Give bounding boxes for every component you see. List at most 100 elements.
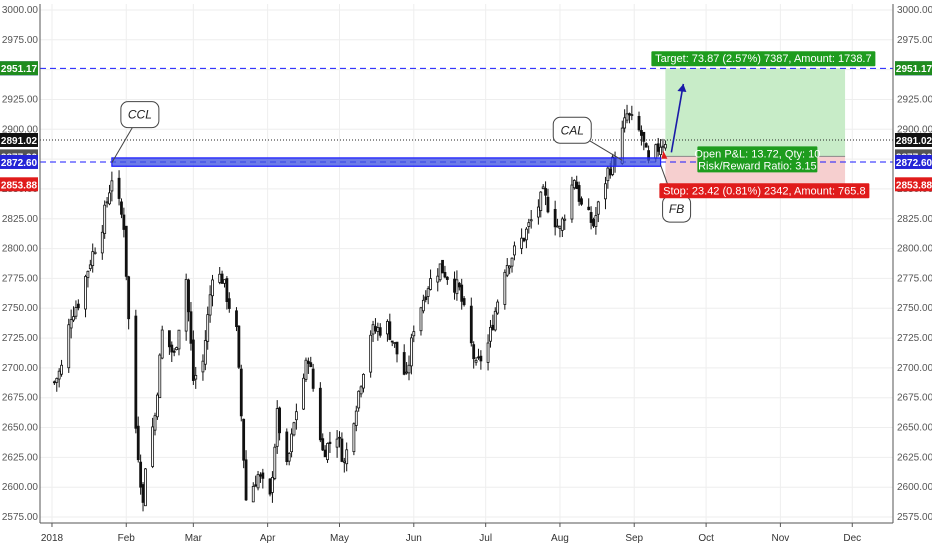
candle-body [254, 484, 258, 487]
y-tick-right: 3000.00 [897, 5, 932, 16]
candle-body [287, 453, 291, 462]
price-tag-right-bg [895, 132, 932, 147]
candle-body [390, 340, 394, 343]
zone-rect[interactable] [111, 157, 662, 167]
candle-body [654, 144, 658, 159]
candle-body [510, 257, 514, 267]
pnl-label-text-1: Risk/Reward Ratio: 3.15 [698, 160, 817, 172]
candle-body [167, 330, 171, 348]
y-tick-right: 2600.00 [897, 482, 932, 493]
candle-body [220, 273, 224, 284]
candle-body [294, 411, 298, 421]
candle-body [72, 316, 75, 321]
candle-body [304, 359, 308, 380]
callout-box-cal[interactable] [552, 116, 592, 144]
y-tick-right: 2750.00 [897, 303, 932, 314]
candle-body [67, 324, 71, 369]
candle-body [378, 327, 382, 336]
candle-body [522, 237, 526, 242]
target-zone [665, 68, 846, 157]
y-tick-right: 2800.00 [897, 244, 932, 255]
candle-body [354, 410, 358, 426]
candle-body [563, 218, 567, 221]
candle-body [124, 225, 128, 277]
annotations[interactable]: CCL CAL FB Target: 73.87 (2.57%) 7387, Amou… [111, 51, 876, 223]
candle-body [88, 264, 92, 269]
axes: 3000.003000.002975.002975.002950.002950.… [2, 4, 932, 544]
target-label-box[interactable] [651, 51, 876, 67]
candle-body [630, 114, 634, 117]
candle-body [393, 342, 397, 344]
candle-body [144, 468, 147, 507]
candle-body [405, 371, 408, 374]
candle-body [309, 362, 313, 368]
candle-body [462, 298, 466, 306]
y-tick-left: 2775.00 [2, 273, 39, 284]
candle-body [376, 327, 380, 332]
candle-body [170, 344, 174, 353]
x-tick-label: Nov [771, 533, 789, 544]
pnl-label-text-0: Open P&L: 13.72, Qty: 10 [694, 148, 820, 160]
candle-body [443, 272, 447, 278]
candle-body [577, 185, 581, 202]
candle-body [556, 225, 559, 228]
candle-body [445, 276, 449, 280]
y-tick-right: 2625.00 [897, 452, 932, 463]
price-tag-left: 2853.88 [1, 180, 38, 191]
price-tag-right-bg [895, 177, 932, 192]
y-tick-right: 2975.00 [897, 35, 932, 46]
candle-body [623, 117, 627, 129]
x-tick-label: Jun [406, 533, 422, 544]
candle-body [374, 326, 377, 332]
candle-body [572, 180, 576, 189]
projection-arrow[interactable] [670, 83, 685, 153]
candle-body [395, 341, 399, 355]
candle-body [359, 386, 363, 395]
candle-body [558, 226, 562, 229]
callout-box-ccl[interactable] [120, 101, 160, 129]
candle-body [592, 219, 595, 227]
y-tick-right: 2825.00 [897, 214, 932, 225]
candle-body [536, 206, 540, 218]
candle-body [251, 486, 255, 503]
candle-body [553, 208, 557, 228]
candle-body [525, 228, 528, 241]
candle-body [474, 359, 478, 363]
y-tick-left: 2900.00 [2, 124, 39, 135]
candle-body [505, 265, 509, 276]
candle-body [477, 356, 480, 359]
candle-body [271, 477, 274, 493]
price-tag-left: 2951.17 [1, 64, 38, 75]
candle-body [187, 279, 190, 313]
candle-body [479, 355, 483, 362]
stop-label-box[interactable] [659, 183, 870, 199]
candle-body [151, 426, 155, 467]
pnl-label-box[interactable] [697, 146, 818, 173]
candle-body [177, 329, 181, 350]
candle-body [69, 319, 73, 329]
candle-body [278, 407, 282, 434]
candle-body [201, 360, 205, 373]
candle-body [91, 251, 95, 266]
callout-label-fb: FB [669, 202, 684, 216]
candle-body [560, 218, 564, 231]
candle-body [84, 276, 87, 310]
price-tags: 2951.092951.092951.172951.172891.022891.… [0, 61, 932, 192]
stop-label-text-0: Stop: 23.42 (0.81%) 2342, Amount: 765.8 [663, 185, 865, 197]
candle-body [57, 370, 61, 380]
candle-body [587, 206, 591, 211]
candle-body [244, 459, 248, 501]
x-tick-label: Apr [260, 533, 276, 544]
x-tick-label: Oct [698, 533, 714, 544]
position-tool[interactable] [665, 68, 846, 185]
candle-body [457, 282, 461, 288]
candle-body [203, 340, 207, 365]
projection-arrowhead [677, 83, 687, 92]
candle-body [386, 321, 389, 335]
candle-body [608, 168, 612, 176]
candle-body [60, 364, 63, 375]
candle-body [489, 326, 492, 342]
candle-body [642, 131, 646, 142]
resistance-zone[interactable] [111, 157, 662, 167]
